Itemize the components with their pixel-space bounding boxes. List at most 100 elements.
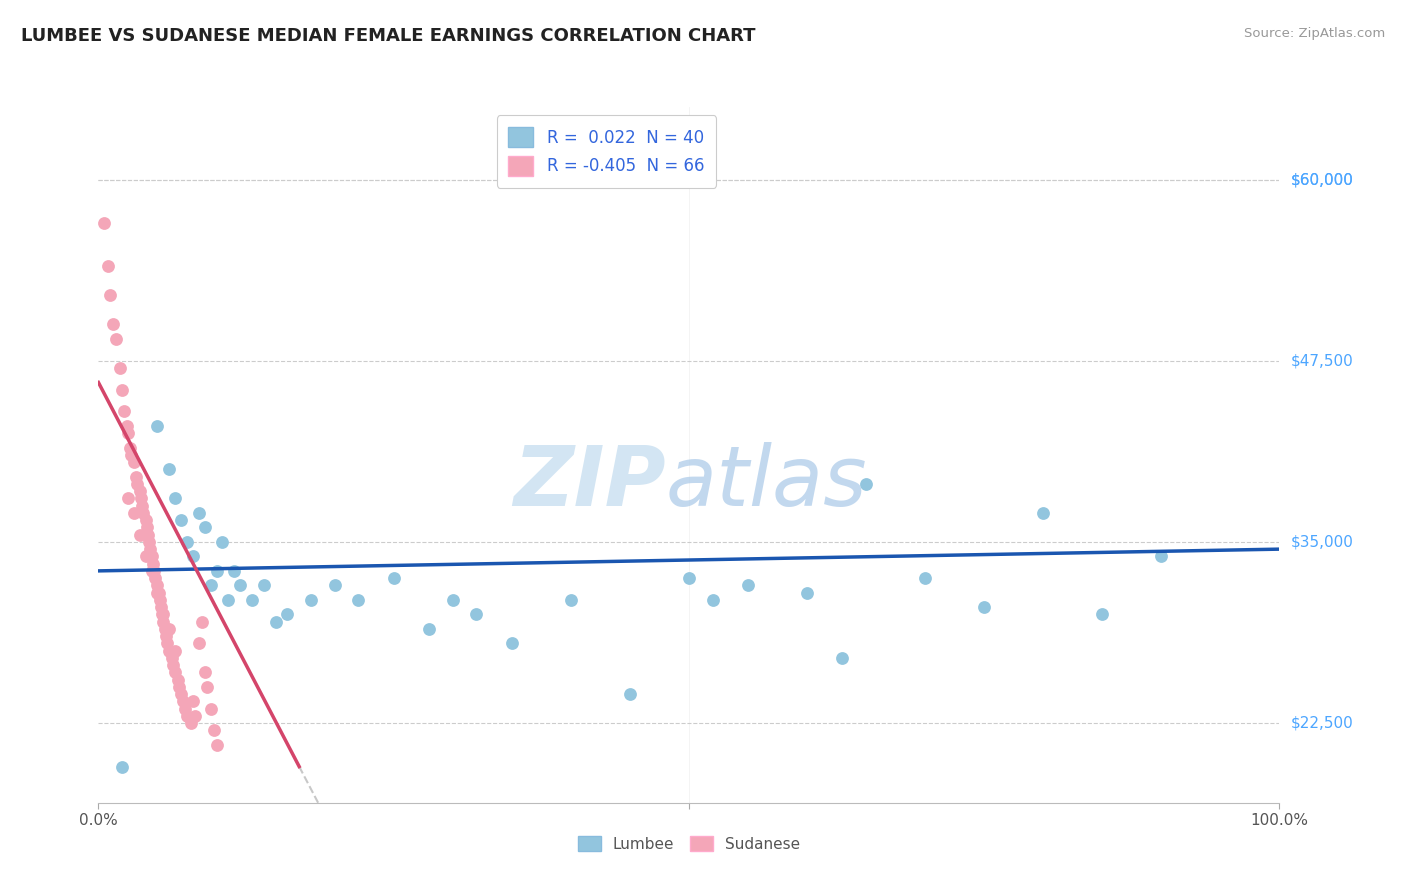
Point [176,708,198,723]
Point [157,643,180,657]
Point [180,716,202,731]
Point [323,578,346,592]
Point [153,622,176,636]
Point [128,484,150,499]
Point [97,260,120,274]
Point [200,578,222,592]
Text: $60,000: $60,000 [1291,172,1354,187]
Point [167,680,190,694]
Point [121,448,143,462]
Point [224,564,246,578]
Point [831,651,853,665]
Point [170,687,193,701]
Point [165,665,187,680]
Point [115,418,138,433]
Point [382,571,405,585]
Text: $35,000: $35,000 [1291,534,1354,549]
Point [98,288,121,302]
Point [120,441,142,455]
Point [152,607,174,622]
Legend: Lumbee, Sudanese: Lumbee, Sudanese [572,830,806,858]
Point [156,636,179,650]
Point [128,527,150,541]
Point [217,592,239,607]
Point [465,607,488,622]
Text: $47,500: $47,500 [1291,353,1354,368]
Point [136,527,159,541]
Point [501,636,523,650]
Point [299,592,322,607]
Point [211,534,233,549]
Point [93,216,115,230]
Point [165,643,187,657]
Point [172,694,194,708]
Point [253,578,276,592]
Text: ZIP: ZIP [513,442,665,524]
Point [276,607,298,622]
Point [195,680,218,694]
Point [170,513,193,527]
Point [973,600,995,615]
Point [125,469,148,483]
Point [117,491,139,506]
Point [205,564,228,578]
Point [152,615,174,629]
Point [202,723,225,738]
Point [117,426,139,441]
Text: $60,000: $60,000 [1291,172,1354,187]
Point [105,332,128,346]
Text: $22,500: $22,500 [1291,715,1354,731]
Point [181,694,204,708]
Point [173,701,195,715]
Point [200,701,222,715]
Y-axis label: Median Female Earnings: Median Female Earnings [0,361,7,549]
Point [855,476,877,491]
Point [194,520,217,534]
Point [702,592,724,607]
Point [129,491,152,506]
Point [142,557,165,571]
Point [229,578,252,592]
Text: atlas: atlas [665,442,868,524]
Point [149,592,172,607]
Point [240,592,263,607]
Point [157,462,180,476]
Point [194,665,217,680]
Point [108,360,131,375]
Point [560,592,582,607]
Point [166,673,188,687]
Text: Source: ZipAtlas.com: Source: ZipAtlas.com [1244,27,1385,40]
Point [737,578,759,592]
Point [146,418,169,433]
Point [135,513,157,527]
Point [184,708,207,723]
Point [143,571,166,585]
Point [181,549,204,564]
Point [187,636,209,650]
Point [1032,506,1054,520]
Point [112,404,135,418]
Point [165,491,187,506]
Point [135,520,157,534]
Point [141,564,163,578]
Point [914,571,936,585]
Point [146,585,169,599]
Point [205,738,228,752]
Point [1091,607,1114,622]
Point [347,592,370,607]
Point [619,687,641,701]
Point [101,318,124,332]
Point [157,622,180,636]
Point [148,585,170,599]
Text: LUMBEE VS SUDANESE MEDIAN FEMALE EARNINGS CORRELATION CHART: LUMBEE VS SUDANESE MEDIAN FEMALE EARNING… [21,27,755,45]
Point [155,629,177,643]
Point [122,455,145,469]
Point [132,506,155,520]
Point [122,506,145,520]
Point [111,383,134,397]
Point [1150,549,1173,564]
Point [141,549,163,564]
Point [191,615,214,629]
Point [418,622,440,636]
Point [139,542,162,557]
